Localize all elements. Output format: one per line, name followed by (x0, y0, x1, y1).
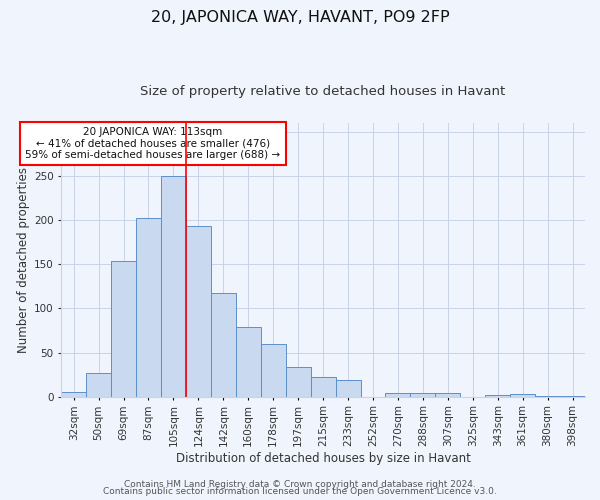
Bar (236, 327, 261, 396)
Bar (335, 380, 361, 396)
Bar (485, 395, 510, 396)
Text: Contains HM Land Registry data © Crown copyright and database right 2024.: Contains HM Land Registry data © Crown c… (124, 480, 476, 489)
Bar (286, 366, 311, 396)
Y-axis label: Number of detached properties: Number of detached properties (17, 166, 29, 352)
Title: Size of property relative to detached houses in Havant: Size of property relative to detached ho… (140, 85, 506, 98)
Bar (261, 344, 286, 396)
Bar (510, 394, 535, 396)
Bar (186, 226, 211, 396)
Bar (161, 176, 186, 396)
Bar (211, 294, 236, 397)
Text: Contains public sector information licensed under the Open Government Licence v3: Contains public sector information licen… (103, 487, 497, 496)
Bar (436, 393, 460, 396)
Bar (61, 392, 86, 396)
X-axis label: Distribution of detached houses by size in Havant: Distribution of detached houses by size … (176, 452, 470, 465)
Bar (86, 373, 111, 396)
Bar (136, 218, 161, 396)
Bar (385, 393, 410, 396)
Bar (311, 377, 335, 396)
Bar (410, 393, 436, 396)
Text: 20 JAPONICA WAY: 113sqm
← 41% of detached houses are smaller (476)
59% of semi-d: 20 JAPONICA WAY: 113sqm ← 41% of detache… (25, 127, 280, 160)
Bar (111, 262, 136, 396)
Text: 20, JAPONICA WAY, HAVANT, PO9 2FP: 20, JAPONICA WAY, HAVANT, PO9 2FP (151, 10, 449, 25)
